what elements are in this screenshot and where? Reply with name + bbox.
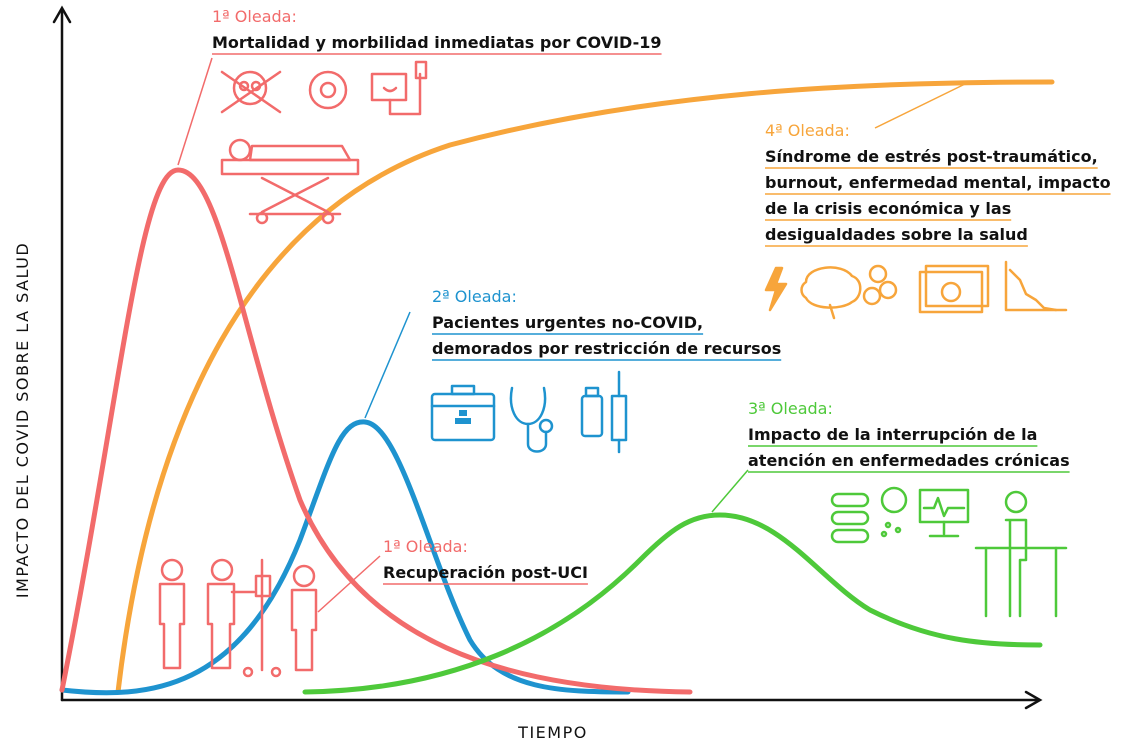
annotation-label: 4ª Oleada: xyxy=(765,121,850,140)
wave-1-curve xyxy=(59,167,693,695)
annotation-text: Impacto de la interrupción de la xyxy=(748,425,1037,444)
axes xyxy=(52,5,1043,710)
x-axis-label: TIEMPO xyxy=(517,723,588,742)
annotation-text: Mortalidad y morbilidad inmediatas por C… xyxy=(212,33,662,52)
y-axis-label: IMPACTO DEL COVID SOBRE LA SALUD xyxy=(13,242,32,598)
icons-wave-3 xyxy=(830,486,1068,618)
icons-wave-2 xyxy=(430,370,628,454)
icons-wave-1 xyxy=(220,60,428,225)
annotation-text: desigualdades sobre la salud xyxy=(765,225,1028,244)
annotation-text: Pacientes urgentes no-COVID, xyxy=(432,313,703,332)
annotation-label: 2ª Oleada: xyxy=(432,287,517,306)
annotations: 1ª Oleada: Mortalidad y morbilidad inmedi… xyxy=(212,7,1111,585)
annotation-text: Recuperación post-UCI xyxy=(383,563,588,582)
icons-post-uci xyxy=(158,558,318,678)
annotation-text: atención en enfermedades crónicas xyxy=(748,451,1070,470)
annotation-label: 1ª Oleada: xyxy=(383,537,468,556)
annotation-label: 3ª Oleada: xyxy=(748,399,833,418)
annotation: 4ª Oleada: Síndrome de estrés post-traumá… xyxy=(765,121,1111,247)
annotation: 1ª Oleada: Recuperación post-UCI xyxy=(383,537,588,585)
wave-2-curve xyxy=(59,419,631,696)
icons-wave-4 xyxy=(764,260,1068,320)
annotation-text: burnout, enfermedad mental, impacto xyxy=(765,173,1111,192)
annotation: 2ª Oleada: Pacientes urgentes no-COVID, de… xyxy=(432,287,782,361)
wave-4-curve xyxy=(115,79,1055,695)
annotation: 1ª Oleada: Mortalidad y morbilidad inmedi… xyxy=(212,7,662,55)
annotation-text: Síndrome de estrés post-traumático, xyxy=(765,147,1098,166)
leader-lines xyxy=(177,57,966,613)
annotation: 3ª Oleada: Impacto de la interrupción de … xyxy=(748,399,1070,473)
annotation-text: de la crisis económica y las xyxy=(765,199,1011,218)
wave-3-curve xyxy=(302,512,1043,695)
annotation-text: demorados por restricción de recursos xyxy=(432,339,781,358)
annotation-label: 1ª Oleada: xyxy=(212,7,297,26)
